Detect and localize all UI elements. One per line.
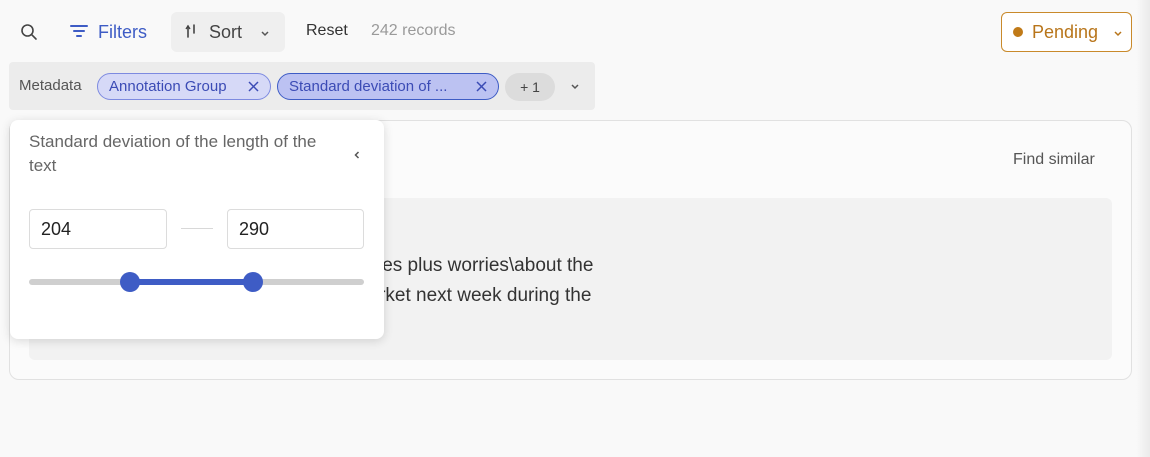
filters-button[interactable]: Filters xyxy=(70,19,147,45)
range-filter-popover: Standard deviation of the length of the … xyxy=(10,120,384,339)
sort-button[interactable]: Sort xyxy=(171,12,285,52)
record-count: 242 records xyxy=(371,22,456,39)
close-icon[interactable] xyxy=(475,80,488,93)
chevron-left-icon[interactable] xyxy=(351,148,363,160)
filter-icon xyxy=(70,22,88,43)
slider-selected-range xyxy=(129,279,254,285)
chevron-down-icon xyxy=(260,22,270,43)
range-max-input[interactable] xyxy=(227,209,364,249)
slider-max-handle[interactable] xyxy=(243,272,264,292)
filter-category-label: Metadata xyxy=(19,77,82,94)
page-edge-shadow xyxy=(1136,0,1150,457)
filter-chip-label: Annotation Group xyxy=(109,78,227,95)
sort-label: Sort xyxy=(209,21,243,42)
status-label: Pending xyxy=(1032,21,1099,42)
range-min-input[interactable] xyxy=(29,209,167,249)
toolbar: Filters Sort Reset 242 records Pending xyxy=(0,0,1150,62)
filters-label: Filters xyxy=(98,21,147,42)
chevron-down-icon[interactable] xyxy=(569,80,581,92)
chevron-down-icon xyxy=(1113,22,1123,43)
range-filter-title: Standard deviation of the length of the … xyxy=(29,132,317,175)
status-dropdown[interactable]: Pending xyxy=(1001,12,1132,52)
filter-chip-std-deviation[interactable]: Standard deviation of ... xyxy=(277,73,499,100)
filter-chip-label: Standard deviation of ... xyxy=(289,78,448,95)
close-icon[interactable] xyxy=(247,80,260,93)
search-icon[interactable] xyxy=(19,22,39,42)
status-dot xyxy=(1013,27,1023,37)
slider-min-handle[interactable] xyxy=(119,272,140,292)
range-slider[interactable] xyxy=(29,272,364,292)
filter-chip-annotation-group[interactable]: Annotation Group xyxy=(97,73,271,100)
range-separator xyxy=(181,228,213,229)
more-filters-chip[interactable]: + 1 xyxy=(505,73,555,101)
reset-button[interactable]: Reset xyxy=(306,22,348,39)
active-filters-bar: Metadata Annotation Group Standard devia… xyxy=(9,62,595,110)
sort-icon xyxy=(185,22,197,43)
find-similar-button[interactable]: Find similar xyxy=(1013,151,1095,168)
